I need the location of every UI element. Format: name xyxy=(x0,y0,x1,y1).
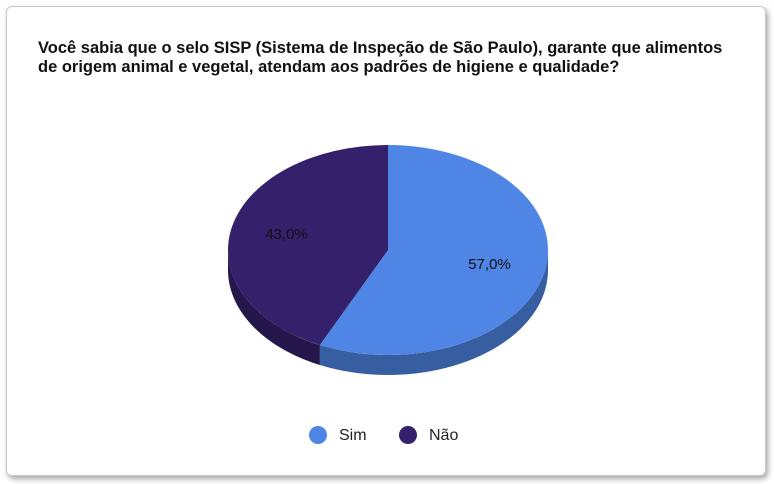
legend-label: Não xyxy=(429,427,458,444)
slice-side xyxy=(319,250,548,375)
legend-marker xyxy=(399,426,417,444)
pie-slice xyxy=(319,145,548,355)
legend-marker xyxy=(309,426,327,444)
pie-slice xyxy=(227,145,388,346)
slice-side xyxy=(228,250,320,366)
value-label: 43,0% xyxy=(265,226,308,243)
legend-label: Sim xyxy=(339,427,367,444)
value-label: 57,0% xyxy=(468,256,511,273)
chart-title: Você sabia que o selo SISP (Sistema de I… xyxy=(38,39,723,76)
